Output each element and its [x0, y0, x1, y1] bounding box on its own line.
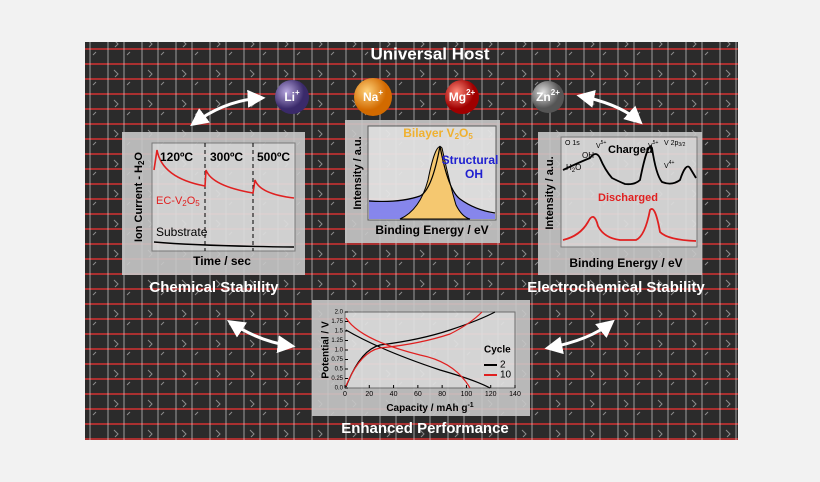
performance-panel: Capacity / mAh g-1 Potential / V Cycle E…: [312, 300, 530, 437]
substrate-label: Substrate: [156, 225, 208, 239]
discharged-curve: [562, 208, 697, 242]
y-axis-label: Intensity / a.u.: [352, 136, 364, 209]
y-tick-label: 1.5: [335, 329, 344, 335]
arrow: [190, 89, 266, 127]
y-tick-label: 1.0: [335, 348, 344, 354]
caption: Electrochemical Stability: [527, 279, 705, 296]
y-tick-label: 1.75: [331, 319, 343, 325]
curve: [345, 329, 491, 389]
x-tick-label: 60: [414, 391, 422, 398]
ion-label: Mg2+: [449, 88, 476, 104]
panel-background: [538, 132, 702, 275]
x-axis-label: Binding Energy / eV: [375, 223, 488, 237]
y-axis-label: Intensity / a.u.: [544, 156, 556, 229]
caption: Enhanced Performance: [341, 420, 509, 437]
y-tick-label: 0.0: [335, 386, 344, 392]
curve: [345, 311, 496, 388]
arrow: [544, 319, 615, 355]
plot-area: [151, 142, 296, 252]
y-tick-label: 0.75: [331, 357, 343, 363]
oh-label: Structural: [442, 153, 499, 167]
ion-zn: [532, 81, 564, 113]
v4-label: V4+: [664, 160, 674, 170]
ion-mg: [445, 80, 479, 114]
v5-label: V5+: [596, 140, 606, 150]
sample-label: EC-V2O5: [156, 195, 200, 208]
legend-entry: 2: [500, 360, 506, 371]
region-label: V 2p3/2: [664, 140, 686, 148]
arrow: [576, 90, 643, 125]
spectrum-panel: Bilayer V2O5 Structural OH Binding Energ…: [345, 120, 500, 243]
y-axis-label: Potential / V: [321, 321, 332, 379]
x-tick-label: 0: [343, 391, 347, 398]
x-tick-label: 120: [485, 391, 497, 398]
legend-title: Cycle: [484, 345, 511, 356]
envelope: [368, 145, 496, 214]
x-axis-label: Time / sec: [193, 254, 251, 268]
charged-label: Charged: [608, 144, 653, 156]
ion-label: Li+: [284, 88, 300, 104]
curve: [345, 311, 483, 387]
legend-entry: 10: [500, 370, 512, 381]
x-axis-label: Binding Energy / eV: [569, 256, 682, 270]
y-tick-label: 0.25: [331, 376, 343, 382]
oh-label: OH: [582, 151, 594, 160]
ion-li: [275, 80, 309, 114]
arrows: [190, 89, 643, 355]
x-tick-label: 40: [390, 391, 398, 398]
charged-curve: [562, 145, 697, 186]
x-axis-label: Capacity / mAh g-1: [386, 402, 473, 414]
region-label: O 1s: [565, 140, 580, 147]
temperature: 300ºC: [210, 150, 243, 164]
x-tick-label: 100: [461, 391, 473, 398]
peak-label: Bilayer V2O5: [403, 126, 473, 141]
ion-label: Zn2+: [536, 88, 560, 104]
arrow: [227, 320, 296, 354]
electrochemical-panel: O 1s V 2p3/2 OH H2O V5+ V5+ V4+ Charged …: [527, 132, 705, 296]
x-tick-label: 20: [365, 391, 373, 398]
curve: [153, 149, 295, 199]
temperature: 500ºC: [257, 150, 290, 164]
x-tick-label: 80: [438, 391, 446, 398]
title: Universal Host: [370, 44, 489, 63]
temperature: 120ºC: [160, 150, 193, 164]
panel-background: [312, 300, 530, 416]
ion-label: Na+: [363, 88, 383, 104]
panel-background: [122, 132, 305, 275]
chemical-panel: 120ºC 300ºC 500ºC EC-V2O5 Substrate Time…: [122, 132, 305, 296]
caption: Chemical Stability: [149, 279, 279, 296]
h2o-label: H2O: [566, 163, 581, 173]
curve: [153, 241, 295, 248]
ion-na: [354, 78, 392, 116]
ions: Li+ Na+ Mg2+ Zn2+: [275, 78, 564, 116]
y-tick-label: 1.25: [331, 338, 343, 344]
v5-label: V5+: [648, 140, 658, 150]
y-tick-label: 2.0: [335, 310, 344, 316]
y-axis-label: Ion Current - H2O: [133, 152, 146, 242]
x-tick-label: 140: [509, 391, 521, 398]
curve: [345, 317, 471, 389]
oh-label: OH: [465, 167, 483, 181]
discharged-label: Discharged: [598, 192, 658, 204]
y-tick-label: 0.5: [335, 367, 344, 373]
